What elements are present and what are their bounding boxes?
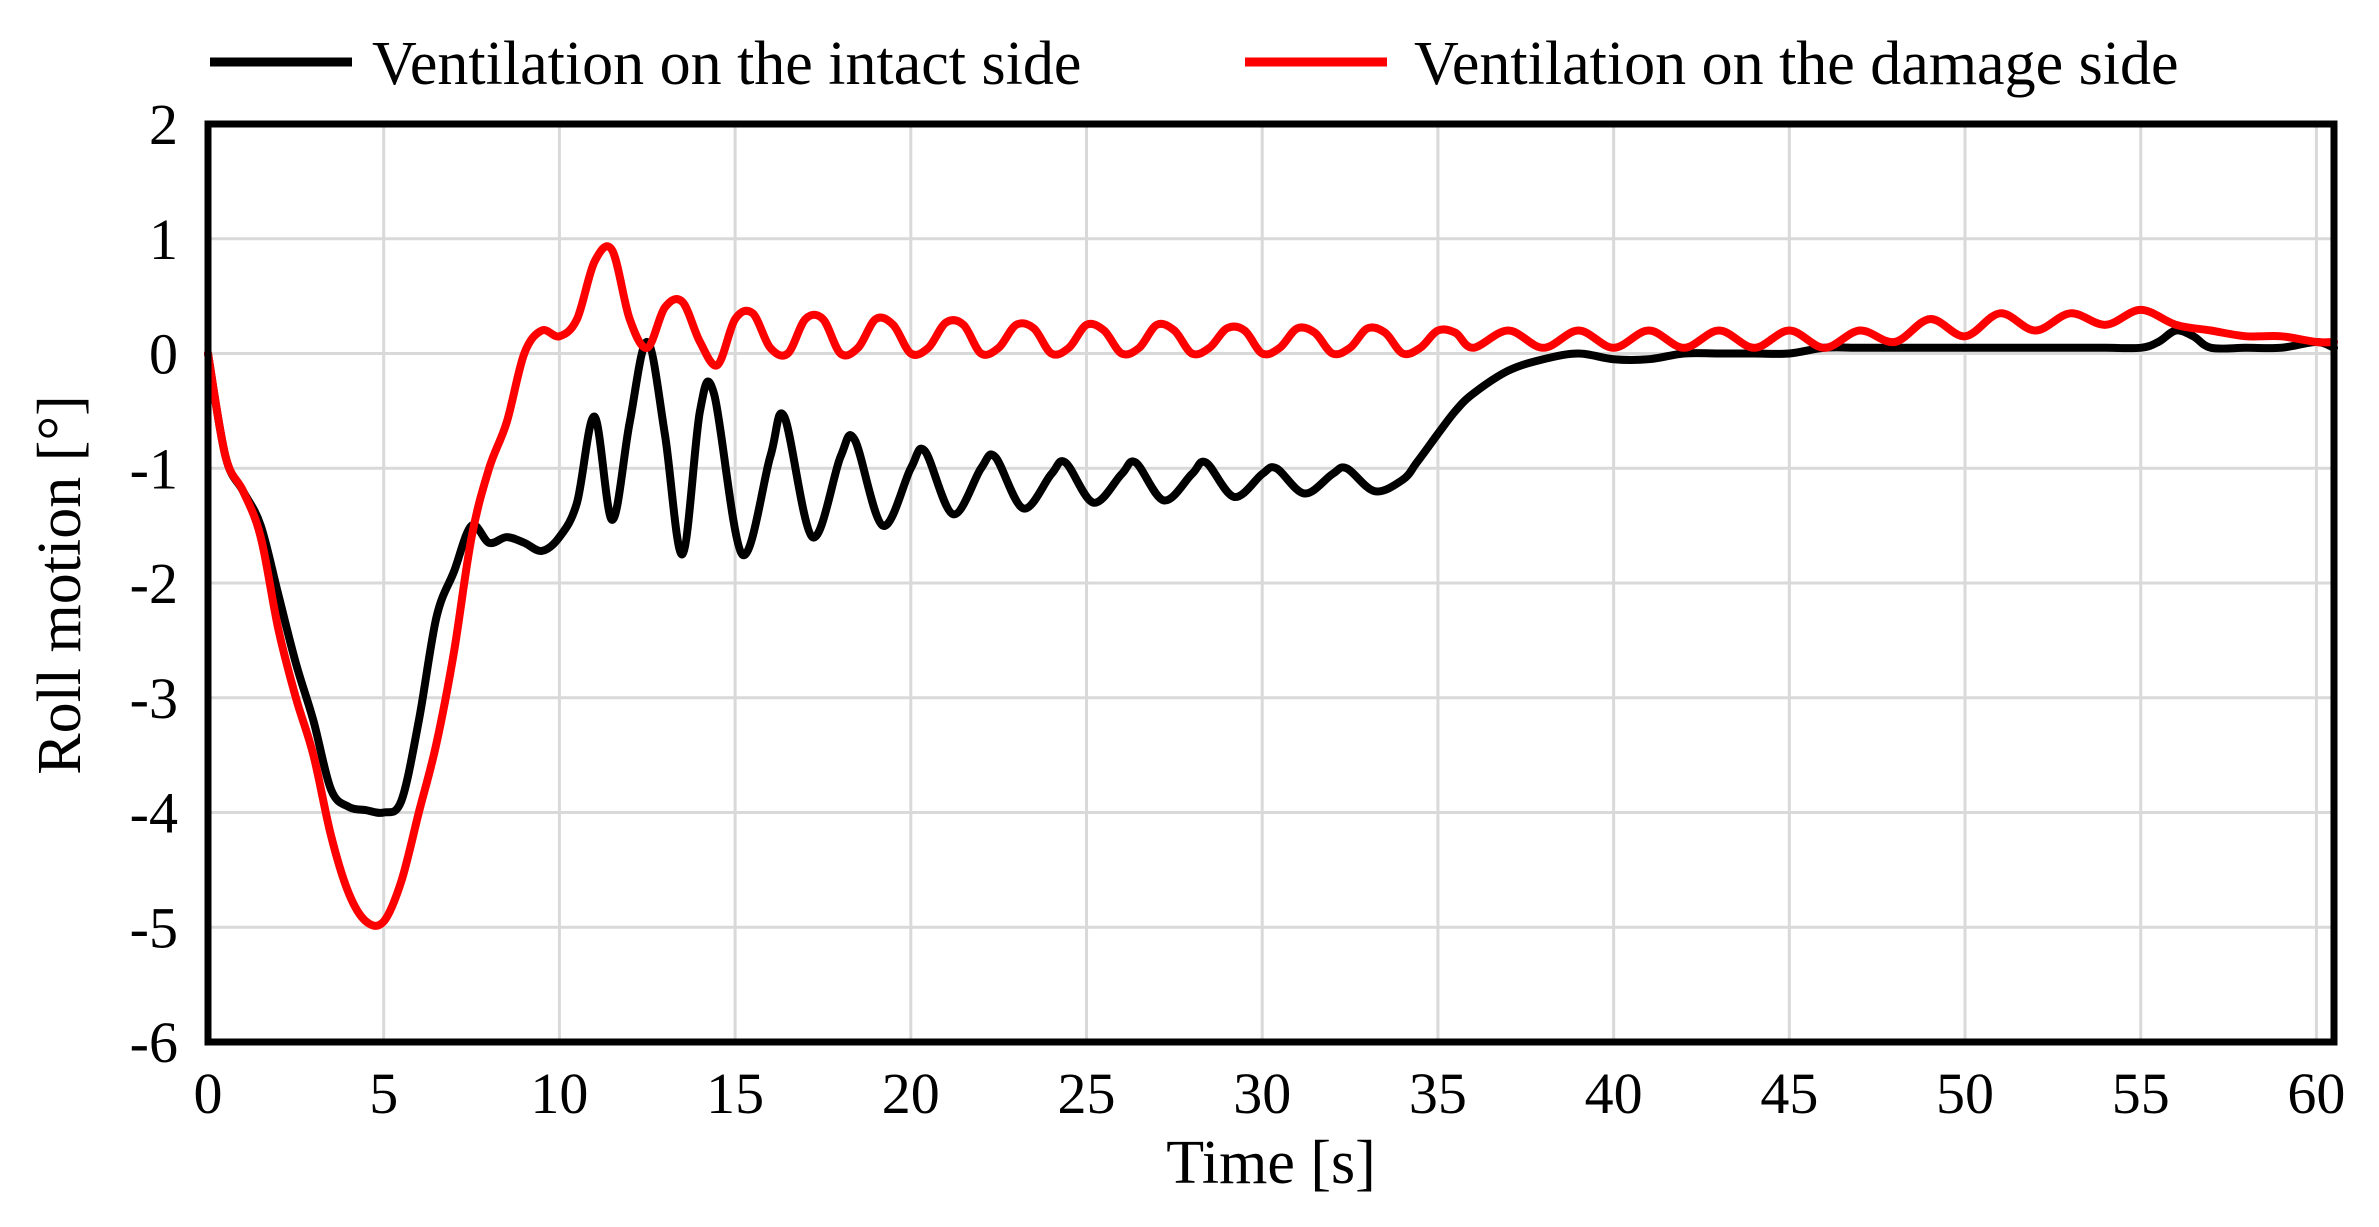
- x-tick-label: 50: [1936, 1061, 1994, 1126]
- data-series: [204, 242, 2338, 930]
- y-tick-label: -2: [130, 551, 178, 616]
- x-tick-label: 60: [2287, 1061, 2345, 1126]
- legend-label-intact: Ventilation on the intact side: [372, 30, 1081, 98]
- series-line-intact-side: [204, 326, 2338, 817]
- series-line-damage-side: [204, 242, 2338, 930]
- y-tick-label: 1: [149, 207, 178, 272]
- x-tick-label: 20: [882, 1061, 940, 1126]
- y-axis-tick-labels: 2 1 0 -1 -2 -3 -4 -5 -6: [130, 92, 178, 1075]
- x-tick-label: 45: [1760, 1061, 1818, 1126]
- x-axis-title: Time [s]: [1166, 1129, 1376, 1197]
- x-tick-label: 10: [530, 1061, 588, 1126]
- x-tick-label: 25: [1058, 1061, 1116, 1126]
- legend-label-damage: Ventilation on the damage side: [1414, 30, 2178, 98]
- y-tick-label: 0: [149, 322, 178, 387]
- plot-area-frame: [204, 120, 2338, 1046]
- y-tick-label: -1: [130, 436, 178, 501]
- y-tick-label: -4: [130, 781, 178, 846]
- x-tick-label: 0: [194, 1061, 223, 1126]
- x-tick-label: 35: [1409, 1061, 1467, 1126]
- x-tick-label: 15: [706, 1061, 764, 1126]
- y-tick-label: -6: [130, 1010, 178, 1075]
- y-tick-label: -3: [130, 666, 178, 731]
- x-tick-label: 5: [369, 1061, 398, 1126]
- x-tick-label: 55: [2112, 1061, 2170, 1126]
- x-axis-tick-labels: 0 5 10 15 20 25 30 35 40 45 50 55 60: [194, 1061, 2346, 1126]
- y-tick-label: 2: [149, 92, 178, 157]
- y-tick-label: -5: [130, 895, 178, 960]
- y-axis-title: Roll motion [°]: [26, 395, 94, 775]
- legend: Ventilation on the intact side Ventilati…: [210, 30, 2178, 98]
- x-tick-label: 30: [1233, 1061, 1291, 1126]
- x-tick-label: 40: [1585, 1061, 1643, 1126]
